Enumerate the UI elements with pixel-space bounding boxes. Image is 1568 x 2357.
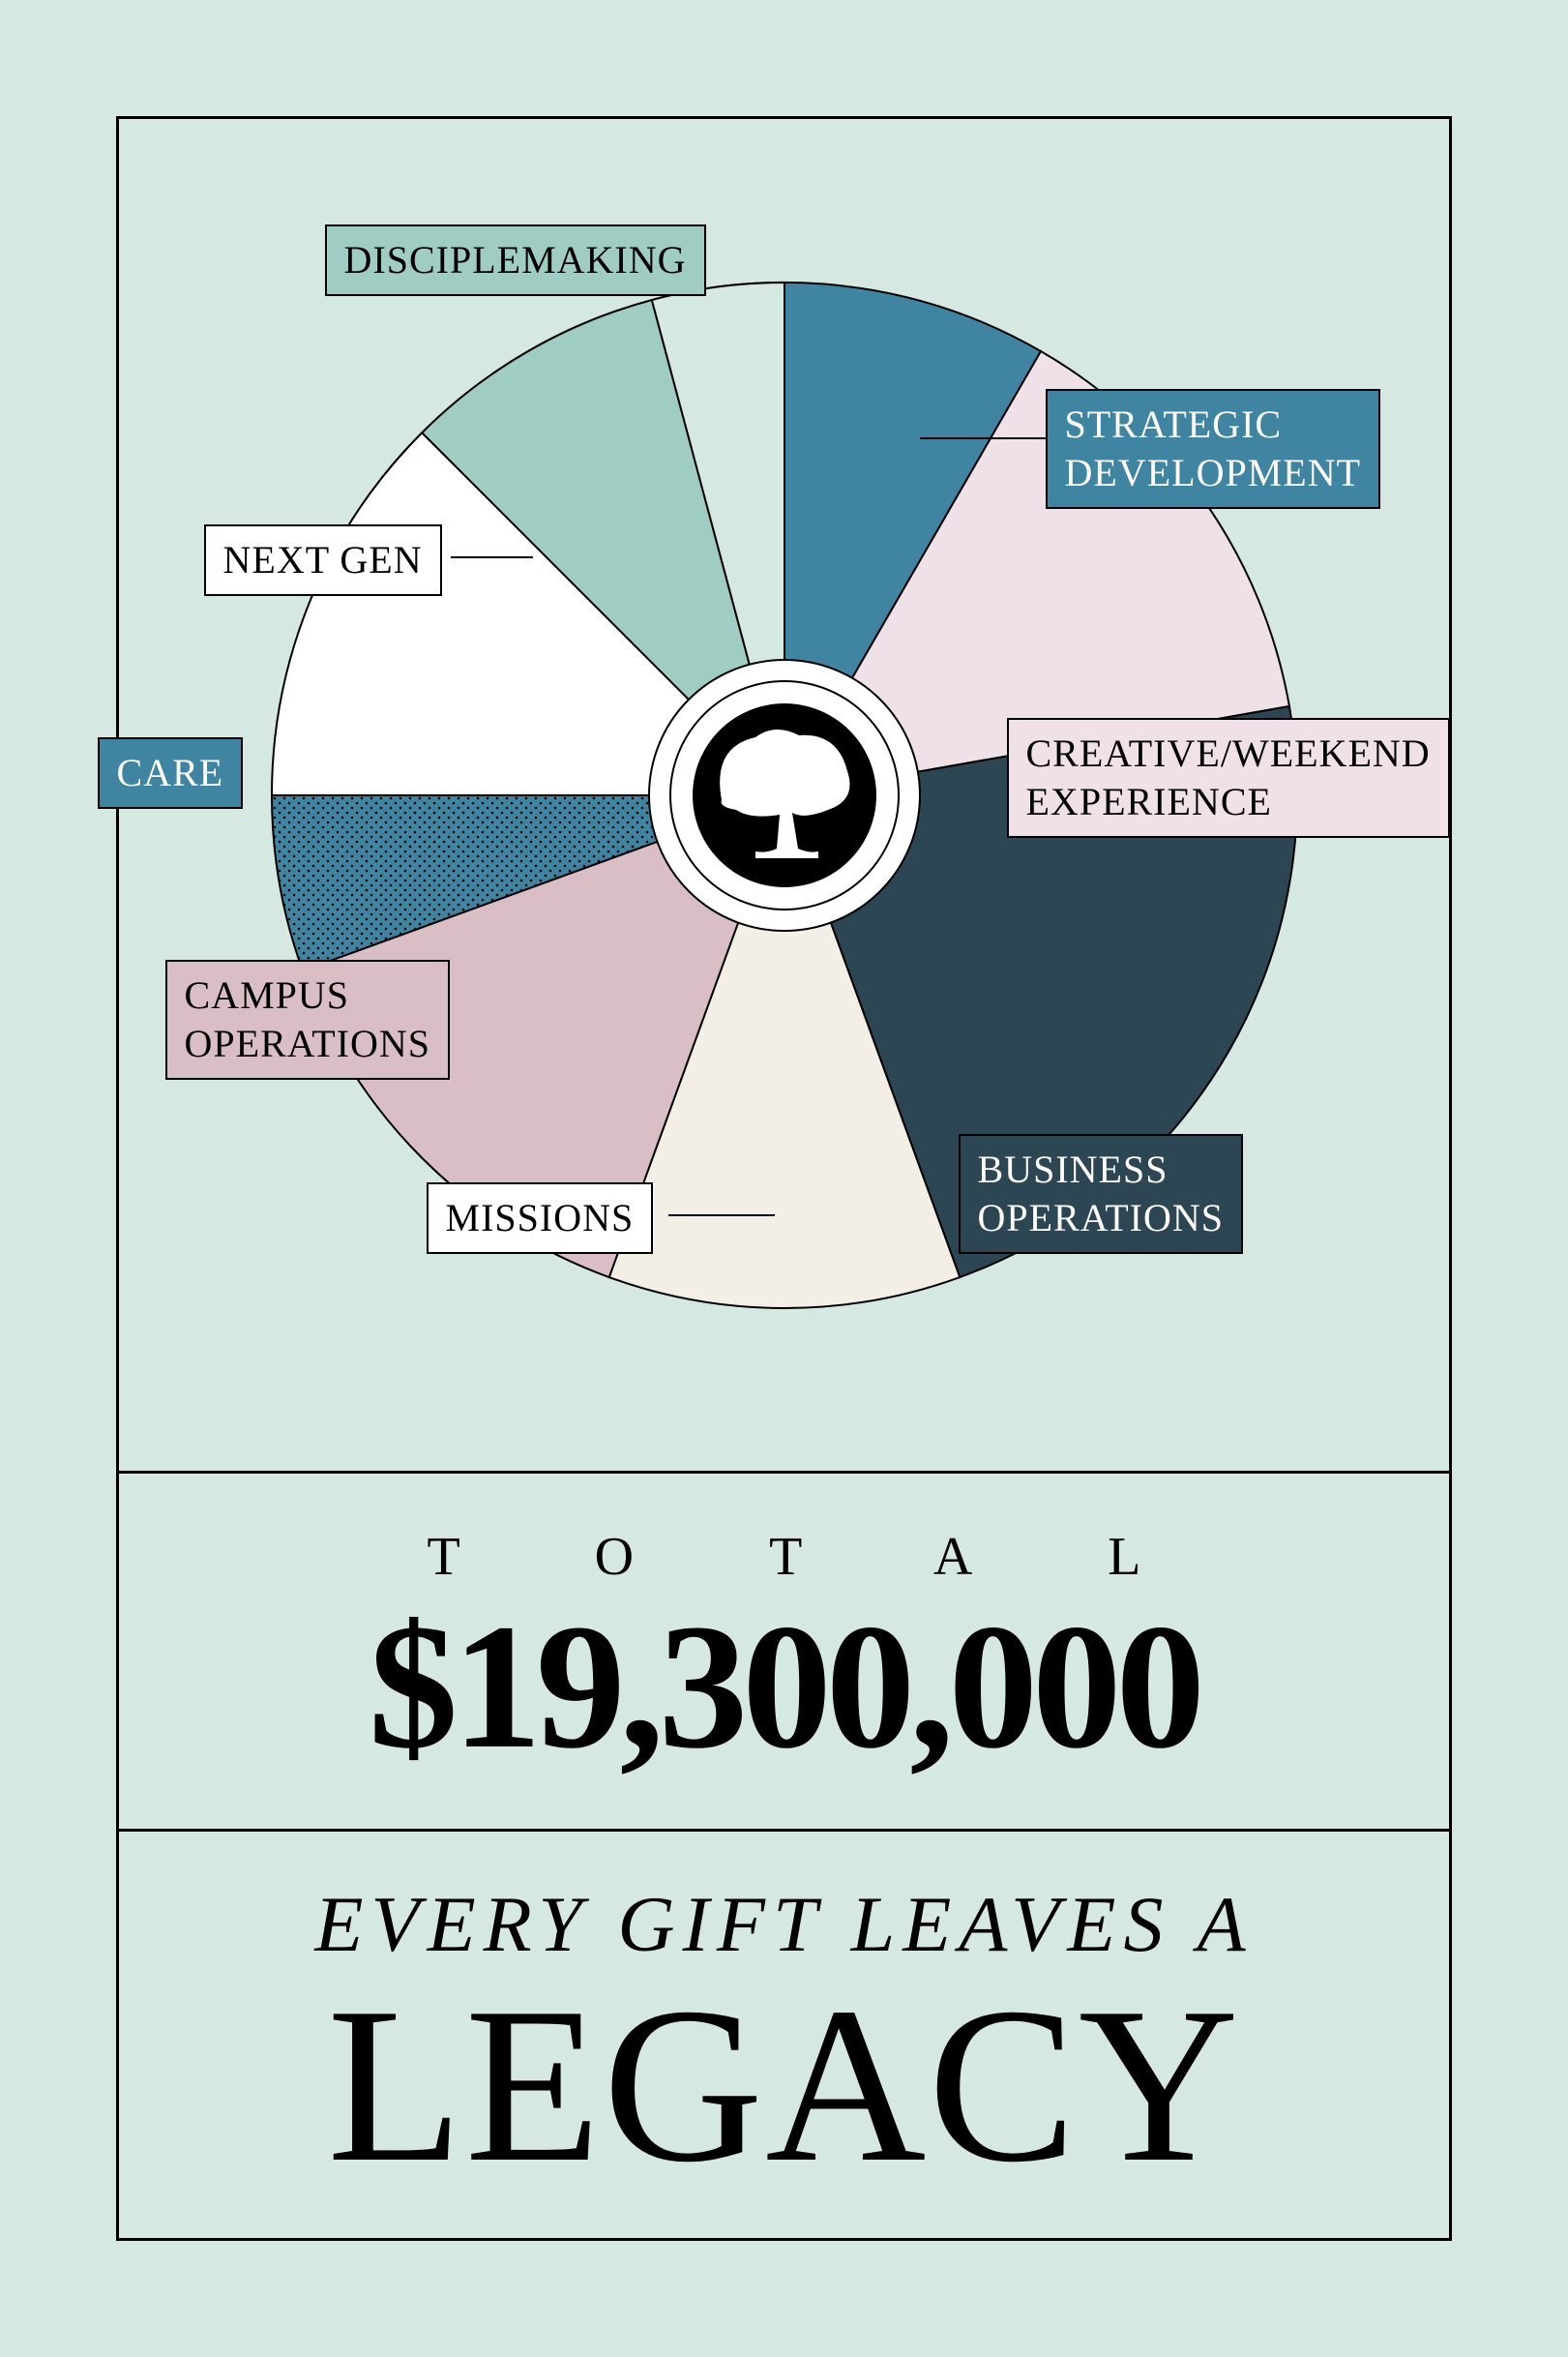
pie-label-care: CARE <box>98 737 244 809</box>
pie-label-missions: MISSIONS <box>427 1182 654 1254</box>
pie-label-business: BUSINESSOPERATIONS <box>959 1134 1243 1254</box>
pie-label-creative: CREATIVE/WEEKENDEXPERIENCE <box>1007 718 1450 838</box>
outer-frame: STRATEGICDEVELOPMENT CREATIVE/WEEKENDEXPE… <box>116 116 1452 2241</box>
pie-label-disciple: DISCIPLEMAKING <box>325 224 706 296</box>
pie-chart: STRATEGICDEVELOPMENTCREATIVE/WEEKENDEXPE… <box>252 263 1317 1328</box>
leader-strategic <box>920 437 1046 439</box>
leader-nextgen <box>451 556 533 558</box>
tagline-line2: LEGACY <box>327 1980 1241 2192</box>
pie-label-campus: CAMPUSOPERATIONS <box>165 960 450 1080</box>
total-section: TOTAL $19,300,000 <box>119 1474 1449 1832</box>
pie-label-strategic: STRATEGICDEVELOPMENT <box>1046 389 1381 509</box>
total-label: TOTAL <box>291 1526 1276 1588</box>
pie-chart-section: STRATEGICDEVELOPMENT CREATIVE/WEEKENDEXPE… <box>119 119 1449 1474</box>
leader-missions <box>668 1214 775 1216</box>
total-amount: $19,300,000 <box>369 1597 1199 1776</box>
pie-label-nextgen: NEXT GEN <box>204 524 442 596</box>
tagline-line1: EVERY GIFT LEAVES A <box>314 1879 1253 1970</box>
tagline-section: EVERY GIFT LEAVES A LEGACY <box>119 1832 1449 2238</box>
